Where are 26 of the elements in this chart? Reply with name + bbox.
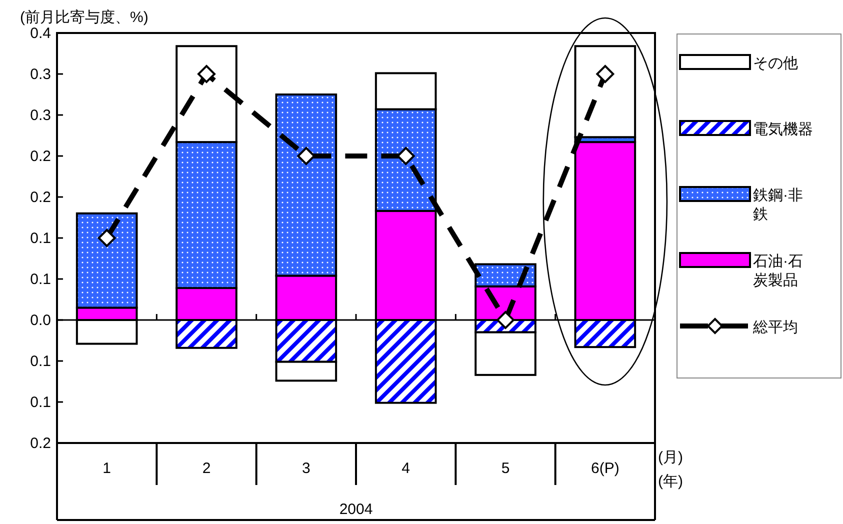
text: 2004 [339, 501, 373, 518]
x-tick-label: 3 [302, 460, 310, 477]
x-tick-label: 6(P) [590, 460, 620, 477]
y-tick-label: 0.2 [30, 148, 51, 165]
text: (月) [658, 449, 683, 466]
y-tick-label: 0.2 [30, 189, 51, 206]
x-tick-label: 1 [102, 460, 112, 477]
y-tick-label: 0.4 [30, 25, 51, 42]
legend-label: その他 [753, 55, 798, 72]
y-tick-label: 0.3 [30, 66, 51, 83]
x-tick-label: 4 [402, 460, 410, 477]
y-axis-title: (前月比寄与度、%) [20, 9, 148, 26]
legend-label: 石油·石炭製品 [753, 253, 803, 289]
y-tick-label: 0.1 [30, 353, 51, 370]
y-tick-label: 0.2 [30, 435, 51, 452]
x-tick-label: 2 [202, 460, 211, 477]
y-tick-label: 0.1 [30, 394, 51, 411]
y-tick-label: 0.1 [30, 230, 51, 247]
legend-label: 鉄鋼·非鉄 [753, 187, 803, 223]
text: (年) [658, 473, 683, 490]
x-tick-label: 5 [501, 460, 510, 477]
legend-label: 電気機器 [753, 121, 813, 138]
y-tick-label: 0.1 [30, 271, 51, 288]
legend-label: 総平均 [752, 319, 798, 336]
y-tick-label: 0.0 [30, 312, 51, 329]
y-tick-label: 0.3 [30, 107, 51, 124]
